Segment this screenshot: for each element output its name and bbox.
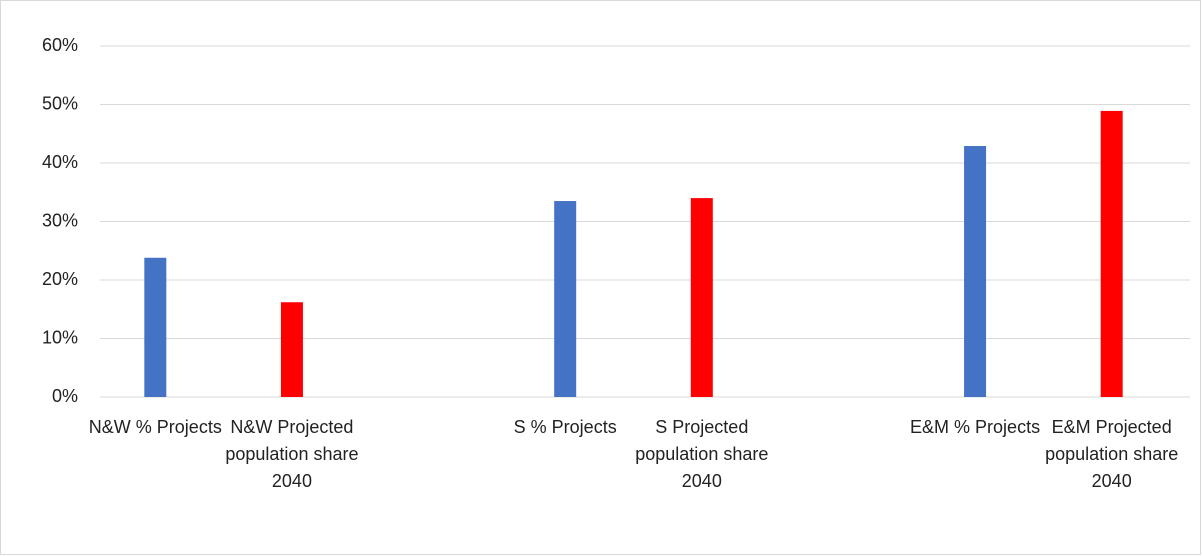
bar [690,198,713,397]
bar [1100,110,1123,397]
bar [144,257,167,397]
y-tick-label: 0% [52,386,78,406]
y-tick-label: 50% [42,93,78,113]
y-tick-label: 20% [42,269,78,289]
y-tick-label: 30% [42,210,78,230]
y-tick-label: 60% [42,35,78,55]
x-tick-label: N&W % Projects [88,417,222,437]
x-tick-label: S Projected population share 2040 [635,417,769,491]
x-tick-label: S % Projects [513,417,617,437]
y-tick-label: 40% [42,152,78,172]
bar [554,201,577,397]
x-tick-label: E&M Projected population share 2040 [1045,417,1179,491]
bar [280,302,303,397]
x-tick-label: N&W Projected population share 2040 [225,417,359,491]
x-tick-label: E&M % Projects [910,417,1041,437]
y-tick-label: 10% [42,327,78,347]
bar [964,146,987,397]
